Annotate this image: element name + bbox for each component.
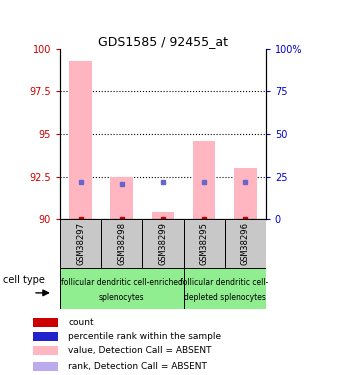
Text: GSM38298: GSM38298 [117,222,126,265]
Bar [101,219,142,268]
Text: GSM38295: GSM38295 [200,222,209,265]
Text: follicular dendritic cell-: follicular dendritic cell- [180,278,269,287]
Bar [193,141,215,219]
Text: percentile rank within the sample: percentile rank within the sample [68,332,221,341]
Bar [184,219,225,268]
Title: GDS1585 / 92455_at: GDS1585 / 92455_at [98,34,228,48]
Bar [33,362,58,370]
Text: depleted splenocytes: depleted splenocytes [184,293,265,302]
Text: GSM38296: GSM38296 [241,222,250,265]
Text: value, Detection Call = ABSENT: value, Detection Call = ABSENT [68,346,212,355]
Bar [225,219,266,268]
Bar [234,168,257,219]
Text: GSM38299: GSM38299 [158,222,167,265]
Bar [33,318,58,327]
Bar [184,268,266,309]
Bar [69,61,92,219]
Bar [152,212,174,219]
Text: splenocytes: splenocytes [99,293,145,302]
Bar [33,346,58,355]
Text: GSM38297: GSM38297 [76,222,85,265]
Bar [142,219,184,268]
Bar [110,177,133,219]
Text: cell type: cell type [3,274,45,285]
Text: follicular dendritic cell-enriched: follicular dendritic cell-enriched [61,278,183,287]
Bar [33,332,58,341]
Text: rank, Detection Call = ABSENT: rank, Detection Call = ABSENT [68,362,207,370]
Bar [60,219,101,268]
Bar [60,268,184,309]
Text: count: count [68,318,94,327]
